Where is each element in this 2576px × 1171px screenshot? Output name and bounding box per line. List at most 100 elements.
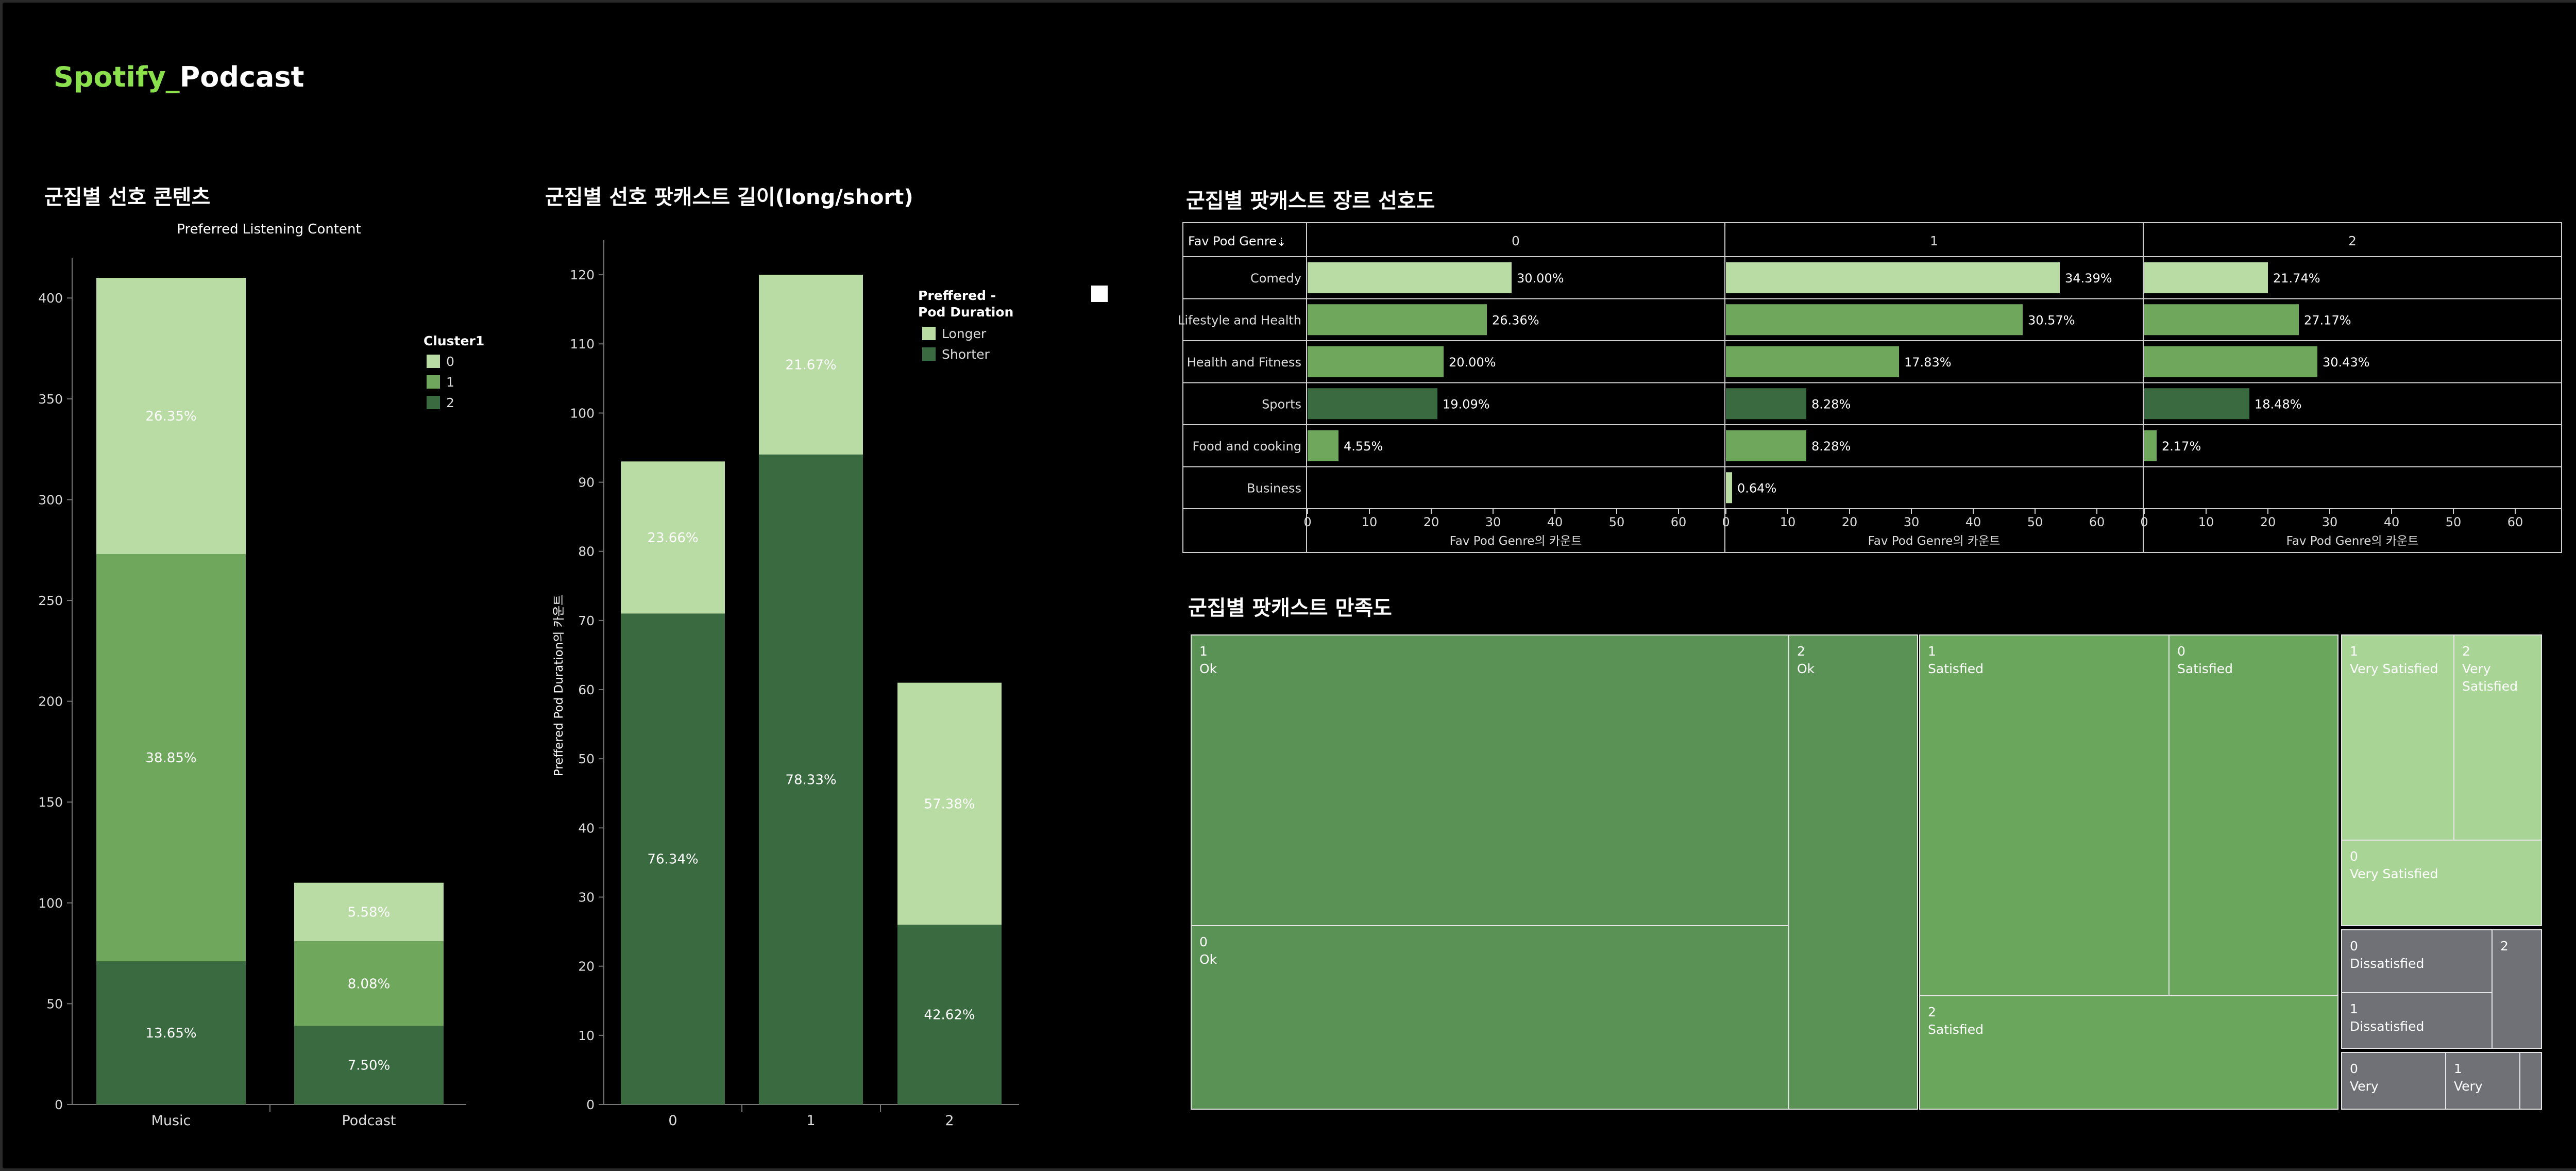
treemap-cell-ok-2 (1788, 634, 1918, 1110)
chart3-data-label: 34.39% (2065, 271, 2112, 286)
chart2-bar-segment (897, 925, 1002, 1105)
chart2-bar-segment (621, 461, 725, 614)
chart3-x-tick-label: 0 (1303, 515, 1311, 529)
title-accent: Spotify_ (54, 61, 180, 93)
chart2-x-tick-label: 2 (945, 1113, 954, 1129)
treemap-label-dis-0: Dissatisfied (2350, 956, 2424, 971)
chart3-bar (1308, 430, 1338, 461)
chart1-data-label: 8.08% (348, 976, 391, 992)
chart3-bar (1726, 430, 1806, 461)
treemap-cell-vs-2 (2453, 634, 2542, 841)
chart3-bar (1308, 346, 1444, 377)
treemap-label-vs-2: Satisfied (2462, 679, 2518, 694)
chart1-y-tick-label: 50 (46, 996, 63, 1011)
treemap-label-ok-0: 0 (1199, 934, 1208, 949)
chart2-y-tick-label: 50 (578, 751, 595, 766)
chart1-y-tick-label: 150 (38, 795, 63, 810)
chart1-legend-title: Cluster1 (423, 333, 484, 348)
chart2-legend-label: Longer (942, 326, 987, 341)
chart3-x-tick-label: 50 (1609, 515, 1625, 529)
chart2-y-tick-label: 40 (578, 821, 595, 835)
chart2-data-label: 21.67% (785, 357, 836, 373)
chart1-legend-label: 2 (446, 395, 454, 410)
chart3-panel-header: 0 (1512, 233, 1520, 248)
treemap-cell-ok-0 (1191, 925, 1789, 1110)
chart3-category-label: Sports (1262, 397, 1301, 411)
chart3-data-label: 27.17% (2304, 313, 2351, 327)
chart3-bar (1308, 388, 1437, 420)
treemap-label-vd-0: 0 (2350, 1061, 2358, 1076)
chart1-legend-swatch (427, 396, 440, 409)
chart1-data-label: 7.50% (348, 1058, 391, 1074)
treemap-cell-sat-2 (1919, 995, 2338, 1110)
chart3-x-tick-label: 20 (1423, 515, 1439, 529)
chart3-x-axis-title: Fav Pod Genre의 카운트 (1450, 534, 1582, 548)
treemap-cell-sat-0 (2168, 634, 2338, 996)
treemap-label-sat-0: Satisfied (2177, 661, 2233, 676)
chart1-y-tick-label: 300 (38, 492, 63, 507)
chart2-y-tick-label: 90 (578, 475, 595, 490)
chart3-bar (1726, 346, 1899, 377)
chart3-data-label: 17.83% (1904, 355, 1952, 370)
treemap-label-dis-1: Dissatisfied (2350, 1019, 2424, 1034)
chart1-bar-segment (96, 961, 246, 1105)
chart3-x-tick-label: 40 (2384, 515, 2400, 529)
chart3-bar (2144, 304, 2299, 336)
treemap-cell-vs-0 (2341, 840, 2542, 926)
chart3-data-label: 19.09% (1443, 397, 1490, 411)
chart3-data-label: 30.57% (2028, 313, 2075, 327)
chart1-data-label: 38.85% (145, 750, 196, 766)
treemap-label-sat-2: 2 (1928, 1005, 1936, 1019)
chart3-panel-header: 1 (1930, 233, 1938, 248)
chart3-category-label: Business (1247, 481, 1301, 495)
chart2-legend-swatch (922, 327, 936, 340)
treemap-cell-sat-1 (1919, 634, 2170, 996)
chart3-x-tick-label: 30 (2322, 515, 2338, 529)
chart3-bar (1726, 262, 2060, 293)
chart3-data-label: 30.00% (1517, 271, 1564, 286)
chart2-bar-segment (759, 454, 863, 1105)
treemap-label-ok-2: 2 (1797, 644, 1805, 659)
section-title-duration: 군집별 선호 팟캐스트 길이(long/short) (545, 186, 913, 209)
treemap-label-dis-0: 0 (2350, 939, 2358, 953)
chart3-data-label: 18.48% (2255, 397, 2302, 411)
chart2-legend-label: Shorter (942, 347, 990, 362)
chart3-x-tick-label: 30 (1904, 515, 1920, 529)
treemap-label-ok-1: 1 (1199, 644, 1208, 659)
chart2-y-tick-label: 120 (570, 267, 595, 282)
chart1-bar-segment (294, 941, 444, 1026)
chart1-bar-segment (96, 554, 246, 962)
chart1-y-tick-label: 0 (55, 1097, 63, 1112)
section-title-content: 군집별 선호 콘텐츠 (44, 186, 211, 209)
chart2-y-tick-label: 100 (570, 406, 595, 421)
dashboard-title: Spotify_Podcast (54, 61, 304, 93)
chart3-x-axis-title: Fav Pod Genre의 카운트 (1868, 534, 2001, 548)
chart2-y-tick-label: 0 (586, 1097, 595, 1112)
chart3-bar (1726, 388, 1806, 420)
chart3-x-tick-label: 60 (2507, 515, 2523, 529)
chart2-y-tick-label: 110 (570, 337, 595, 352)
chart3-data-label: 0.64% (1737, 481, 1776, 495)
treemap-label-dis-1: 1 (2350, 1001, 2358, 1016)
chart3-x-tick-label: 40 (1965, 515, 1981, 529)
chart3-x-tick-label: 10 (1780, 515, 1796, 529)
chart1-legend-swatch (427, 355, 440, 368)
chart3-bar (1308, 304, 1487, 336)
chart3-row-header: Fav Pod Genre (1188, 234, 1277, 248)
treemap-label-vs-0: 0 (2350, 849, 2358, 864)
chart1-bar-segment (294, 1026, 444, 1105)
chart1-legend-swatch (427, 375, 440, 389)
chart3-x-tick-label: 10 (1362, 515, 1378, 529)
chart2-y-tick-label: 80 (578, 544, 595, 559)
treemap-label-ok-0: Ok (1199, 952, 1217, 967)
chart3-data-label: 4.55% (1344, 439, 1383, 454)
chart3-category-label: Comedy (1250, 271, 1301, 286)
treemap-label-ok-1: Ok (1199, 661, 1217, 676)
chart3-data-label: 8.28% (1811, 439, 1851, 454)
chart2-legend-swatch (922, 347, 936, 361)
chart3-x-tick-label: 20 (2260, 515, 2276, 529)
chart3-data-label: 2.17% (2162, 439, 2201, 454)
treemap-cell-vs-1 (2341, 634, 2454, 841)
chart2-y-tick-label: 20 (578, 959, 595, 974)
